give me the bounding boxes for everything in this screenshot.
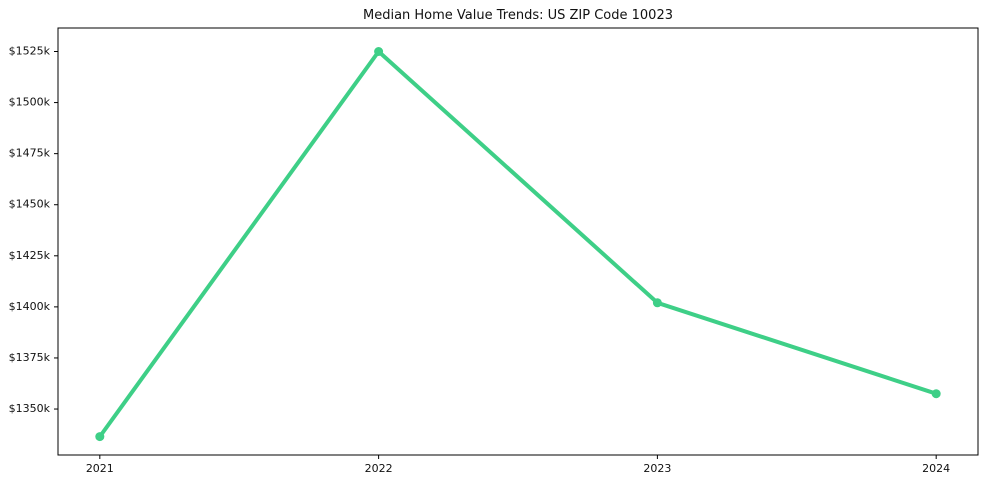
y-tick-label: $1475k xyxy=(9,147,51,160)
y-tick-label: $1525k xyxy=(9,44,51,57)
y-tick-label: $1450k xyxy=(9,198,51,211)
data-point-marker xyxy=(931,389,941,399)
x-tick-label: 2021 xyxy=(86,462,114,475)
trend-line xyxy=(97,49,939,439)
y-tick-label: $1400k xyxy=(9,300,51,313)
data-point-marker xyxy=(652,298,662,308)
y-tick-label: $1375k xyxy=(9,351,51,364)
x-tick-label: 2022 xyxy=(365,462,393,475)
data-point-marker xyxy=(374,46,384,56)
data-point-marker xyxy=(95,432,105,442)
x-tick-label: 2023 xyxy=(643,462,671,475)
y-tick-label: $1425k xyxy=(9,249,51,262)
y-tick-label: $1500k xyxy=(9,96,51,109)
chart-title: Median Home Value Trends: US ZIP Code 10… xyxy=(362,8,673,23)
x-tick-label: 2024 xyxy=(922,462,950,475)
y-tick-label: $1350k xyxy=(9,402,51,415)
plot-border xyxy=(57,27,979,456)
